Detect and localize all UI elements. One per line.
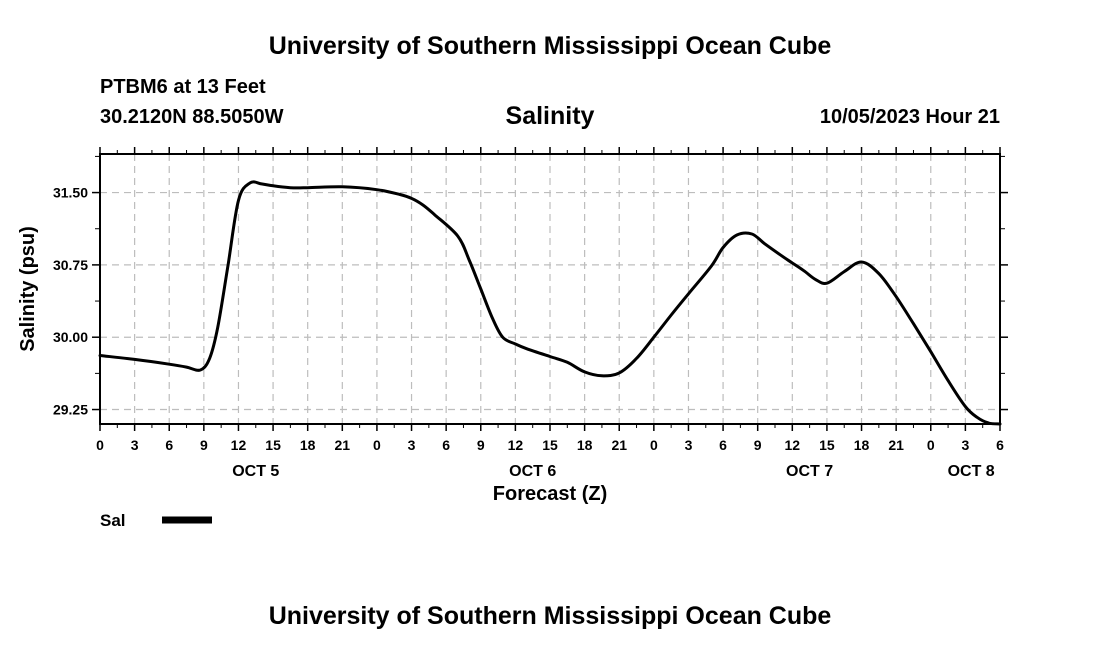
x-tick-label: 9: [477, 437, 485, 453]
date-label: OCT 5: [232, 463, 279, 480]
series-layer: [98, 180, 1002, 426]
axis-ticks: [92, 147, 1008, 431]
date-labels: OCT 5 OCT 6 OCT 7 OCT 8: [232, 463, 995, 480]
x-tick-label: 3: [961, 437, 969, 453]
y-tick-label: 30.75: [53, 257, 88, 273]
x-tick-label: 3: [131, 437, 139, 453]
date-label: OCT 6: [509, 463, 556, 480]
series-line-sal: [98, 180, 1002, 426]
x-tick-label: 18: [854, 437, 870, 453]
x-tick-label: 15: [819, 437, 835, 453]
date-label: OCT 8: [948, 463, 995, 480]
variable-title: Salinity: [505, 102, 595, 130]
date-label: OCT 7: [786, 463, 833, 480]
x-tick-label: 12: [785, 437, 801, 453]
coordinates-label: 30.2120N 88.5050W: [100, 106, 284, 128]
station-label: PTBM6 at 13 Feet: [100, 76, 266, 98]
footer-title: University of Southern Mississippi Ocean…: [268, 602, 832, 630]
x-tick-label: 12: [231, 437, 247, 453]
x-tick-label: 15: [265, 437, 281, 453]
x-tick-label: 21: [335, 437, 351, 453]
datetime-label: 10/05/2023 Hour 21: [819, 106, 1000, 128]
x-axis-label: Forecast (Z): [493, 483, 607, 505]
x-tick-label: 12: [508, 437, 524, 453]
x-tick-label: 6: [719, 437, 727, 453]
x-tick-label: 0: [927, 437, 935, 453]
x-tick-label: 6: [442, 437, 450, 453]
grid-lines: [100, 154, 1000, 424]
x-tick-labels: 0 3 6 9 12 15 18 21 0 3 6 9 12 15 18 21 0 3 6 9 12 15 18 21 0 3 6: [96, 437, 1004, 453]
y-axis-label: Salinity (psu): [17, 226, 39, 352]
x-tick-label: 6: [996, 437, 1004, 453]
x-tick-label: 18: [577, 437, 593, 453]
x-tick-label: 3: [408, 437, 416, 453]
main-title: University of Southern Mississippi Ocean…: [268, 32, 832, 60]
x-tick-label: 18: [300, 437, 316, 453]
x-tick-label: 0: [96, 437, 104, 453]
x-tick-label: 21: [888, 437, 904, 453]
y-tick-label: 29.25: [53, 402, 88, 418]
x-tick-label: 0: [373, 437, 381, 453]
y-tick-label: 30.00: [53, 329, 88, 345]
x-tick-label: 9: [754, 437, 762, 453]
x-tick-label: 0: [650, 437, 658, 453]
y-tick-labels: 29.25 30.00 30.75 31.50: [53, 185, 88, 418]
x-tick-label: 6: [165, 437, 173, 453]
x-tick-label: 21: [611, 437, 627, 453]
x-tick-label: 15: [542, 437, 558, 453]
x-tick-label: 9: [200, 437, 208, 453]
legend-label: Sal: [100, 511, 126, 530]
y-tick-label: 31.50: [53, 185, 88, 201]
x-tick-label: 3: [685, 437, 693, 453]
